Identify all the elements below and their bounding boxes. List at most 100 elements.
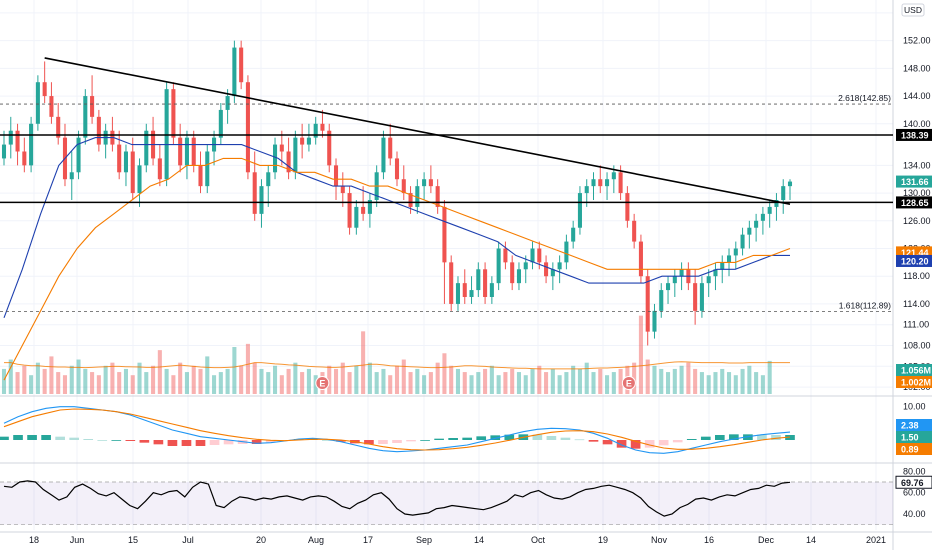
volume-bar xyxy=(401,359,406,394)
time-tick-label: 14 xyxy=(806,535,816,545)
candle-body xyxy=(632,220,637,242)
candle-body xyxy=(354,206,359,228)
time-tick-label: Jun xyxy=(70,535,85,545)
price-tick-label: 134.00 xyxy=(903,160,931,170)
candle-body xyxy=(394,158,400,180)
macd-histogram-bar xyxy=(420,440,430,441)
volume-bar xyxy=(178,362,183,394)
candle-body xyxy=(293,137,298,173)
candle-body xyxy=(584,186,589,194)
volume-bar xyxy=(577,368,582,394)
candle-body xyxy=(232,47,237,97)
volume-bar xyxy=(103,365,108,394)
volume-bar xyxy=(591,372,596,394)
candle-body xyxy=(699,283,704,311)
price-panel[interactable]: 2.618(142.85) 1.618(112.89) xyxy=(0,40,893,381)
volume-bar xyxy=(184,372,189,394)
volume-bar xyxy=(56,372,61,394)
volume-bar xyxy=(232,347,237,394)
candle-body xyxy=(266,172,271,187)
candle-body xyxy=(408,193,413,207)
candle-body xyxy=(726,255,732,263)
candle-body xyxy=(760,213,765,221)
candle-body xyxy=(693,283,698,311)
candle-body xyxy=(29,123,34,166)
time-tick-label: 17 xyxy=(363,535,373,545)
time-axis[interactable]: 18 Jun 15 Jul 20 Aug 17 Sep 14 Oct 19 Nov 16 Dec 14 202… xyxy=(29,535,886,545)
time-tick-label: Dec xyxy=(758,535,775,545)
volume-bar xyxy=(157,350,162,394)
volume-bar xyxy=(422,375,427,394)
time-tick-label: 2021 xyxy=(866,535,886,545)
volume-bar xyxy=(83,368,88,394)
candle-body xyxy=(198,165,203,187)
candle-body xyxy=(449,262,454,304)
volume-bar xyxy=(164,368,169,394)
macd-histogram-bar xyxy=(434,438,444,440)
candle-body xyxy=(347,193,352,228)
macd-histogram-bar xyxy=(167,440,178,446)
candle-body xyxy=(340,186,345,194)
volume-bar xyxy=(611,372,616,394)
macd-histogram-bar xyxy=(490,435,501,440)
macd-histogram-bar xyxy=(251,440,262,444)
volume-bar xyxy=(279,375,284,394)
macd-histogram-bar xyxy=(125,440,136,441)
last-value-tag-bg xyxy=(896,175,932,188)
time-tick-label: 14 xyxy=(474,535,484,545)
macd-histogram-bar xyxy=(462,437,473,440)
volume-bar xyxy=(381,368,386,394)
level-tag: 128.65 xyxy=(901,198,929,208)
volume-bar xyxy=(659,368,664,394)
price-tick-label: 111.00 xyxy=(903,320,929,330)
candle-body xyxy=(361,206,366,214)
candle-body xyxy=(537,248,542,263)
candle-body xyxy=(754,220,759,228)
volume-bar xyxy=(666,372,671,394)
volume-bar xyxy=(720,368,725,394)
macd-histogram-bar xyxy=(532,434,543,440)
macd-panel[interactable] xyxy=(0,406,795,454)
volume-bar xyxy=(557,375,562,394)
volume-bar xyxy=(69,365,74,394)
volume-bar xyxy=(530,368,535,394)
candle-body xyxy=(225,96,230,110)
candle-body xyxy=(489,283,494,297)
macd-histogram-bar xyxy=(560,437,571,440)
macd-histogram-bar xyxy=(55,436,65,440)
candle-body xyxy=(747,227,752,235)
candle-body xyxy=(767,206,772,214)
macd-histogram-bar xyxy=(195,440,206,446)
trendline[interactable] xyxy=(44,57,791,205)
volume-bar xyxy=(726,372,732,394)
volume-bar xyxy=(469,375,474,394)
volume-bar xyxy=(367,362,372,394)
macd-value-tag: 2.38 xyxy=(901,421,919,431)
macd-histogram-bar xyxy=(700,436,711,440)
rsi-panel[interactable] xyxy=(0,480,893,526)
level-tag: 138.39 xyxy=(901,130,929,140)
candle-body xyxy=(523,262,528,270)
volume-bar xyxy=(679,365,684,394)
rsi-tick-label: 40.00 xyxy=(903,509,926,519)
time-tick-label: Jul xyxy=(182,535,194,545)
volume-bar xyxy=(550,368,555,394)
volume-ma-line xyxy=(4,361,791,370)
volume-tag-bg xyxy=(896,364,932,376)
candle-body xyxy=(178,137,183,166)
volume-bar xyxy=(22,365,27,394)
candle-body xyxy=(679,269,684,277)
candle-body xyxy=(306,137,311,145)
volume-bar xyxy=(130,375,135,394)
price-axis[interactable]: USD152.00148.00144.00140.00134.00130.001… xyxy=(895,3,932,519)
volume-bar xyxy=(218,372,223,394)
candle-body xyxy=(455,283,461,304)
candle-body xyxy=(184,137,189,166)
candle-body xyxy=(137,165,142,194)
candle-body xyxy=(1,144,7,159)
macd-histogram-bar xyxy=(265,440,276,443)
currency-box[interactable] xyxy=(901,3,925,17)
candle-body xyxy=(659,290,664,311)
earnings-marker-label: E xyxy=(626,379,632,389)
